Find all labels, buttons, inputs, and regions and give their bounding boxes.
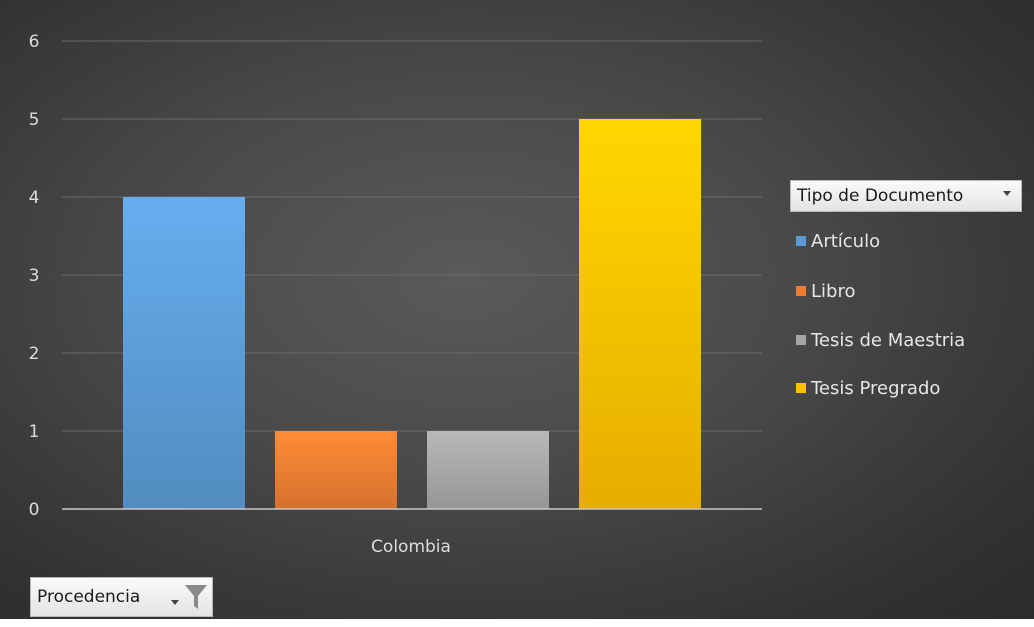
chevron-down-icon[interactable] bbox=[171, 600, 179, 605]
axis-field-label: Procedencia bbox=[37, 587, 141, 607]
legend-item-articulo: Artículo bbox=[796, 229, 880, 253]
bar-libro bbox=[275, 431, 397, 509]
chevron-down-icon[interactable] bbox=[1003, 191, 1011, 196]
legend-field-button[interactable]: Tipo de Documento bbox=[790, 180, 1022, 212]
bar-art-culo bbox=[123, 197, 245, 509]
legend-label: Artículo bbox=[811, 230, 881, 252]
y-tick-label: 4 bbox=[29, 188, 40, 208]
filter-icon[interactable] bbox=[184, 583, 208, 611]
x-axis: Colombia bbox=[62, 508, 762, 557]
y-tick-label: 6 bbox=[29, 32, 40, 52]
legend-title: Tipo de Documento bbox=[797, 186, 964, 206]
legend-item-tesis-de-maestria: Tesis de Maestria bbox=[796, 328, 965, 352]
legend-swatch bbox=[796, 383, 806, 393]
axis-field-button-procedencia[interactable]: Procedencia bbox=[30, 577, 213, 617]
y-tick-label: 0 bbox=[29, 500, 40, 520]
bars bbox=[123, 119, 701, 509]
bar-tesis-de-maestria bbox=[427, 431, 549, 509]
y-tick-label: 1 bbox=[29, 422, 40, 442]
legend-item-libro: Libro bbox=[796, 279, 855, 303]
legend-label: Libro bbox=[811, 280, 856, 302]
y-axis-tick-labels: 0 1 2 3 4 5 6 bbox=[29, 32, 40, 520]
legend-label: Tesis Pregrado bbox=[811, 377, 941, 399]
legend-swatch bbox=[796, 286, 806, 296]
y-tick-label: 5 bbox=[29, 110, 40, 130]
legend-swatch bbox=[796, 236, 806, 246]
y-tick-label: 3 bbox=[29, 266, 40, 286]
y-tick-label: 2 bbox=[29, 344, 40, 364]
bar-tesis-pregrado bbox=[579, 119, 701, 509]
legend-swatch bbox=[796, 335, 806, 345]
legend-item-tesis-pregrado: Tesis Pregrado bbox=[796, 376, 940, 400]
legend-label: Tesis de Maestria bbox=[811, 329, 966, 351]
x-category-label: Colombia bbox=[371, 537, 451, 557]
